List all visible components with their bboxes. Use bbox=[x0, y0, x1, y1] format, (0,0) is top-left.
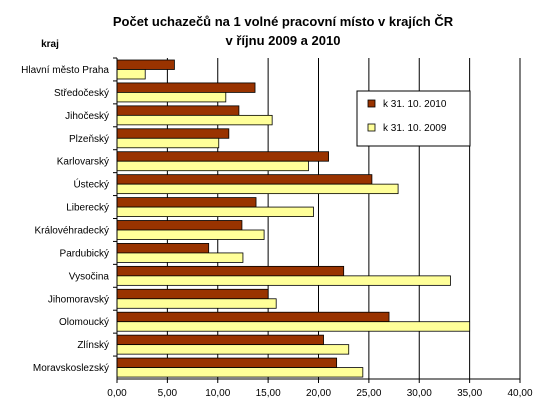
bar bbox=[116, 128, 230, 139]
x-tick-label: 30,00 bbox=[407, 388, 432, 399]
bar bbox=[116, 160, 309, 172]
legend-box bbox=[356, 90, 471, 147]
bar bbox=[116, 243, 210, 254]
legend-label: k 31. 10. 2009 bbox=[383, 123, 447, 134]
x-tick-label: 20,00 bbox=[306, 388, 331, 399]
x-tick-label: 25,00 bbox=[356, 388, 381, 399]
bar bbox=[116, 151, 329, 162]
bar bbox=[116, 357, 338, 368]
bar bbox=[116, 275, 451, 286]
category-label: Vysočina bbox=[69, 271, 110, 282]
category-label: Hlavní město Praha bbox=[21, 65, 109, 76]
category-label: Moravskoslezský bbox=[33, 363, 109, 374]
category-label: Olomoucký bbox=[59, 317, 109, 328]
bar bbox=[116, 92, 227, 103]
bar bbox=[116, 367, 364, 378]
bar bbox=[116, 206, 314, 217]
category-label: Karlovarský bbox=[57, 157, 109, 168]
bar bbox=[116, 229, 265, 240]
legend-swatch bbox=[367, 123, 376, 132]
category-axis-label: kraj bbox=[41, 39, 59, 50]
category-label: Královéhradecký bbox=[35, 225, 109, 236]
x-tick-label: 35,00 bbox=[457, 388, 482, 399]
category-label: Jihomoravský bbox=[48, 294, 109, 305]
bar bbox=[116, 265, 345, 277]
bar bbox=[116, 174, 373, 185]
bar bbox=[116, 220, 243, 231]
bar bbox=[116, 252, 244, 263]
axes bbox=[113, 57, 521, 383]
bar bbox=[116, 288, 269, 300]
category-labels: Hlavní město Praha Středočeský Jihočeský Pl… bbox=[21, 65, 109, 374]
legend-label: k 31. 10. 2010 bbox=[383, 99, 447, 110]
legend: k 31. 10. 2010 k 31. 10. 2009 bbox=[356, 90, 471, 147]
bar bbox=[116, 298, 277, 309]
category-label: Pardubický bbox=[60, 248, 109, 259]
bars bbox=[116, 59, 471, 378]
chart-subtitle: v říjnu 2009 a 2010 bbox=[226, 33, 341, 48]
x-tick-label: 40,00 bbox=[507, 388, 532, 399]
bar bbox=[116, 321, 471, 332]
x-tick-label: 0,00 bbox=[107, 388, 127, 399]
x-tick-label: 15,00 bbox=[256, 388, 281, 399]
bar bbox=[116, 197, 257, 208]
bar bbox=[116, 311, 390, 323]
x-tick-label: 10,00 bbox=[205, 388, 230, 399]
bar bbox=[116, 82, 256, 93]
bar bbox=[116, 137, 220, 149]
category-label: Liberecký bbox=[66, 203, 109, 214]
bar bbox=[116, 59, 175, 70]
bar bbox=[116, 69, 146, 80]
bar bbox=[116, 105, 240, 116]
category-label: Zlínský bbox=[77, 340, 109, 351]
category-label: Jihočeský bbox=[65, 111, 109, 122]
chart-title: Počet uchazečů na 1 volné pracovní místo… bbox=[113, 14, 454, 29]
bar bbox=[116, 183, 399, 195]
category-label: Ústecký bbox=[73, 178, 109, 191]
bar bbox=[116, 344, 350, 355]
bar bbox=[116, 114, 273, 126]
legend-swatch bbox=[367, 99, 376, 108]
bar bbox=[116, 334, 324, 346]
category-label: Plzeňský bbox=[69, 134, 109, 145]
x-tick-label: 5,00 bbox=[158, 388, 178, 399]
x-tick-labels: 0,00 5,00 10,00 15,00 20,00 25,00 30,00 35,00 40… bbox=[107, 388, 533, 399]
category-label: Středočeský bbox=[54, 88, 109, 99]
